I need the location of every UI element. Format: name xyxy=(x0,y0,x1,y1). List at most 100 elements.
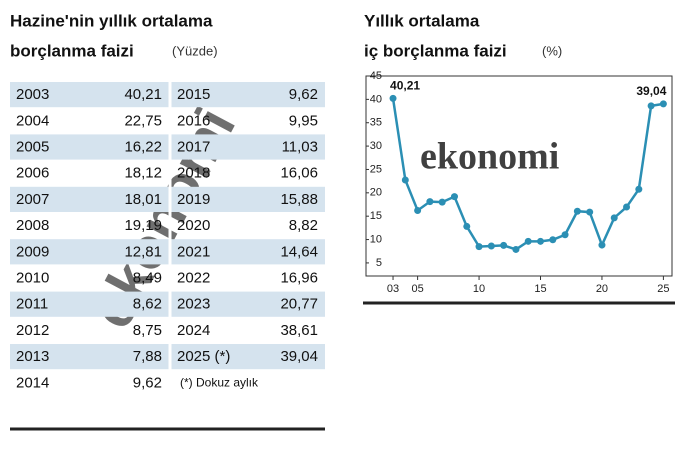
y-tick-label: 25 xyxy=(370,163,382,175)
rate-cell: 11,03 xyxy=(282,138,318,155)
y-tick-label: 15 xyxy=(370,210,382,222)
y-tick-label: 45 xyxy=(370,70,382,82)
row-band xyxy=(10,239,325,265)
row-band xyxy=(10,134,325,160)
rate-cell: 9,62 xyxy=(289,86,318,103)
point xyxy=(438,198,446,206)
rate-cell: 16,22 xyxy=(124,138,162,155)
year-cell: 2003 xyxy=(16,86,49,103)
y-tick-label: 5 xyxy=(376,257,382,269)
value-label: 39,04 xyxy=(636,84,666,98)
year-cell: 2014 xyxy=(16,374,49,391)
y-tick-label: 10 xyxy=(370,233,382,245)
rate-cell: 15,88 xyxy=(280,191,318,208)
rate-cell: 18,01 xyxy=(124,191,162,208)
point xyxy=(487,242,495,250)
x-tick-label: 03 xyxy=(387,283,399,295)
table-title: Hazine'nin yıllık ortalama xyxy=(10,11,213,30)
point xyxy=(463,222,471,230)
y-tick-label: 40 xyxy=(370,93,382,105)
year-cell: 2005 xyxy=(16,138,49,155)
rate-cell: 16,96 xyxy=(280,269,318,286)
point xyxy=(512,245,520,253)
point xyxy=(389,94,397,102)
point xyxy=(549,236,557,244)
rate-cell: 8,62 xyxy=(133,296,162,313)
row-band xyxy=(10,344,325,370)
rate-cell: 12,81 xyxy=(124,243,162,260)
point xyxy=(401,176,409,184)
table-subtitle: borçlanma faizi xyxy=(10,41,134,60)
year-cell: 2022 xyxy=(177,269,210,286)
year-cell: 2023 xyxy=(177,296,210,313)
y-tick-label: 35 xyxy=(370,117,382,129)
point xyxy=(561,231,569,239)
point xyxy=(659,100,667,108)
year-cell: 2006 xyxy=(16,165,49,182)
point xyxy=(537,237,545,245)
x-tick-label: 25 xyxy=(657,283,669,295)
year-cell: 2016 xyxy=(177,112,210,129)
point xyxy=(598,241,606,249)
rate-cell: 22,75 xyxy=(124,112,162,129)
year-cell: 2007 xyxy=(16,191,49,208)
point xyxy=(426,198,434,206)
rate-cell: 19,19 xyxy=(124,217,162,234)
rate-cell: 38,61 xyxy=(280,322,318,339)
plot-frame xyxy=(365,75,673,277)
y-tick-label: 30 xyxy=(370,140,382,152)
rate-cell: 20,77 xyxy=(280,296,318,313)
chart-subtitle: iç borçlanma faizi xyxy=(364,41,507,60)
year-cell: 2009 xyxy=(16,243,49,260)
year-cell: 2004 xyxy=(16,112,49,129)
year-cell: 2020 xyxy=(177,217,210,234)
point xyxy=(623,203,631,211)
year-cell: 2021 xyxy=(177,243,210,260)
year-cell: 2008 xyxy=(16,217,49,234)
point xyxy=(635,185,643,193)
year-cell: 2015 xyxy=(177,86,210,103)
point xyxy=(524,237,532,245)
rate-cell: 40,21 xyxy=(124,86,162,103)
rate-cell: 14,64 xyxy=(280,243,318,260)
watermark: ekonomi xyxy=(420,136,559,178)
value-label: 40,21 xyxy=(390,79,420,93)
year-cell: 2012 xyxy=(16,322,49,339)
point xyxy=(500,241,508,249)
y-tick-label: 20 xyxy=(370,187,382,199)
year-cell: 2024 xyxy=(177,322,210,339)
chart-unit: (%) xyxy=(542,43,562,58)
x-tick-label: 20 xyxy=(596,283,608,295)
table-note: (*) Dokuz aylık xyxy=(180,375,259,389)
rate-cell: 8,75 xyxy=(133,322,162,339)
row-band xyxy=(10,82,325,108)
x-tick-label: 15 xyxy=(534,283,546,295)
rate-cell: 9,95 xyxy=(289,112,318,129)
point xyxy=(610,214,618,222)
rate-cell: 7,88 xyxy=(133,348,162,365)
year-cell: 2025 (*) xyxy=(177,348,230,365)
table-unit: (Yüzde) xyxy=(172,43,218,58)
point xyxy=(475,243,483,251)
x-tick-label: 10 xyxy=(473,283,485,295)
rate-cell: 18,12 xyxy=(124,165,162,182)
point xyxy=(573,207,581,215)
row-band xyxy=(10,291,325,317)
rate-cell: 39,04 xyxy=(280,348,318,365)
rate-cell: 9,62 xyxy=(133,374,162,391)
year-cell: 2013 xyxy=(16,348,49,365)
x-tick-label: 05 xyxy=(411,283,423,295)
chart-title: Yıllık ortalama xyxy=(364,11,480,30)
year-cell: 2017 xyxy=(177,138,210,155)
year-cell: 2011 xyxy=(16,296,48,313)
rate-cell: 8,49 xyxy=(133,269,162,286)
rate-cell: 16,06 xyxy=(280,165,318,182)
point xyxy=(647,102,655,110)
year-cell: 2018 xyxy=(177,165,210,182)
year-cell: 2010 xyxy=(16,269,49,286)
rate-cell: 8,82 xyxy=(289,217,318,234)
year-cell: 2019 xyxy=(177,191,210,208)
point xyxy=(450,193,458,201)
